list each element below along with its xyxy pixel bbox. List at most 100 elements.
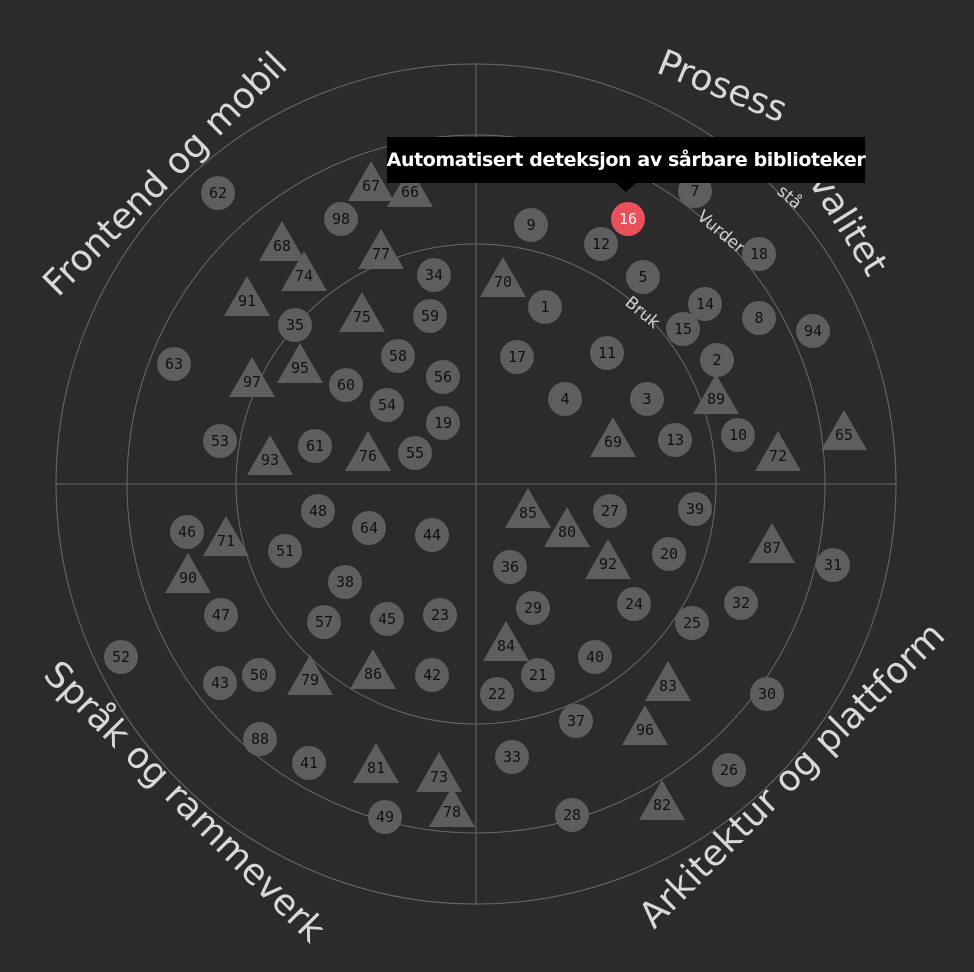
blip-91[interactable]: 91	[224, 276, 270, 316]
blip-number: 64	[360, 519, 378, 537]
blip-1[interactable]: 1	[528, 290, 562, 324]
blip-10[interactable]: 10	[721, 418, 755, 452]
blip-74[interactable]: 74	[281, 251, 327, 291]
blip-35[interactable]: 35	[278, 308, 312, 342]
blip-39[interactable]: 39	[678, 492, 712, 526]
blip-42[interactable]: 42	[415, 658, 449, 692]
blip-16[interactable]: 16	[611, 202, 645, 236]
blip-41[interactable]: 41	[292, 746, 326, 780]
blip-47[interactable]: 47	[204, 598, 238, 632]
blip-15[interactable]: 15	[666, 312, 700, 346]
blip-98[interactable]: 98	[324, 202, 358, 236]
blip-63[interactable]: 63	[157, 347, 191, 381]
blip-13[interactable]: 13	[658, 423, 692, 457]
blip-29[interactable]: 29	[516, 591, 550, 625]
blip-5[interactable]: 5	[626, 260, 660, 294]
blip-60[interactable]: 60	[329, 368, 363, 402]
blip-55[interactable]: 55	[398, 436, 432, 470]
blip-circle-shape	[324, 202, 358, 236]
blip-14[interactable]: 14	[688, 287, 722, 321]
blip-96[interactable]: 96	[622, 705, 668, 745]
blip-18[interactable]: 18	[742, 237, 776, 271]
blip-70[interactable]: 70	[480, 257, 526, 297]
blip-87[interactable]: 87	[749, 523, 795, 563]
blip-4[interactable]: 4	[548, 382, 582, 416]
blip-45[interactable]: 45	[370, 602, 404, 636]
blip-94[interactable]: 94	[796, 314, 830, 348]
blip-30[interactable]: 30	[750, 677, 784, 711]
blip-57[interactable]: 57	[307, 605, 341, 639]
blip-49[interactable]: 49	[368, 800, 402, 834]
blip-68[interactable]: 68	[259, 221, 305, 261]
blip-66[interactable]: 66	[387, 167, 433, 207]
blip-8[interactable]: 8	[742, 301, 776, 335]
blip-76[interactable]: 76	[345, 431, 391, 471]
blip-67[interactable]: 67	[348, 161, 394, 201]
blip-78[interactable]: 78	[429, 787, 475, 827]
blip-28[interactable]: 28	[555, 798, 589, 832]
blip-72[interactable]: 72	[755, 431, 801, 471]
blip-36[interactable]: 36	[493, 550, 527, 584]
blip-9[interactable]: 9	[514, 208, 548, 242]
blip-circle-shape	[590, 336, 624, 370]
blip-11[interactable]: 11	[590, 336, 624, 370]
blip-31[interactable]: 31	[816, 548, 850, 582]
blip-40[interactable]: 40	[578, 640, 612, 674]
blip-77[interactable]: 77	[358, 229, 404, 269]
blip-56[interactable]: 56	[426, 360, 460, 394]
blip-17[interactable]: 17	[500, 340, 534, 374]
blip-24[interactable]: 24	[617, 587, 651, 621]
blip-25[interactable]: 25	[675, 606, 709, 640]
blip-71[interactable]: 71	[203, 516, 249, 556]
blip-89[interactable]: 89	[693, 374, 739, 414]
blip-64[interactable]: 64	[352, 511, 386, 545]
blip-2[interactable]: 2	[700, 343, 734, 377]
blip-58[interactable]: 58	[381, 339, 415, 373]
blip-37[interactable]: 37	[559, 704, 593, 738]
blip-92[interactable]: 92	[585, 539, 631, 579]
blip-51[interactable]: 51	[268, 534, 302, 568]
blip-81[interactable]: 81	[353, 743, 399, 783]
blip-73[interactable]: 73	[416, 752, 462, 792]
blip-22[interactable]: 22	[480, 677, 514, 711]
blip-90[interactable]: 90	[165, 553, 211, 593]
blip-62[interactable]: 62	[201, 176, 235, 210]
blip-43[interactable]: 43	[203, 666, 237, 700]
blip-32[interactable]: 32	[724, 586, 758, 620]
blip-44[interactable]: 44	[415, 518, 449, 552]
blip-86[interactable]: 86	[350, 649, 396, 689]
blip-84[interactable]: 84	[483, 621, 529, 661]
blip-46[interactable]: 46	[170, 515, 204, 549]
blip-38[interactable]: 38	[328, 565, 362, 599]
blip-34[interactable]: 34	[417, 258, 451, 292]
blip-26[interactable]: 26	[712, 753, 746, 787]
blip-33[interactable]: 33	[495, 740, 529, 774]
blip-52[interactable]: 52	[104, 640, 138, 674]
blip-19[interactable]: 19	[426, 406, 460, 440]
blip-85[interactable]: 85	[505, 488, 551, 528]
blip-3[interactable]: 3	[630, 382, 664, 416]
blip-48[interactable]: 48	[301, 494, 335, 528]
blip-82[interactable]: 82	[639, 780, 685, 820]
blip-61[interactable]: 61	[298, 429, 332, 463]
blip-97[interactable]: 97	[229, 357, 275, 397]
blip-21[interactable]: 21	[521, 658, 555, 692]
blip-69[interactable]: 69	[590, 417, 636, 457]
blip-95[interactable]: 95	[277, 343, 323, 383]
blip-65[interactable]: 65	[821, 410, 867, 450]
blip-27[interactable]: 27	[593, 494, 627, 528]
blip-83[interactable]: 83	[645, 661, 691, 701]
blip-80[interactable]: 80	[544, 507, 590, 547]
blip-88[interactable]: 88	[243, 722, 277, 756]
blip-53[interactable]: 53	[203, 424, 237, 458]
blip-50[interactable]: 50	[242, 658, 276, 692]
blip-79[interactable]: 79	[287, 655, 333, 695]
blip-triangle-shape	[387, 167, 433, 207]
blip-75[interactable]: 75	[339, 292, 385, 332]
blip-93[interactable]: 93	[247, 435, 293, 475]
blip-59[interactable]: 59	[413, 299, 447, 333]
blip-54[interactable]: 54	[370, 388, 404, 422]
blip-23[interactable]: 23	[423, 598, 457, 632]
blip-12[interactable]: 12	[584, 227, 618, 261]
blip-20[interactable]: 20	[652, 537, 686, 571]
